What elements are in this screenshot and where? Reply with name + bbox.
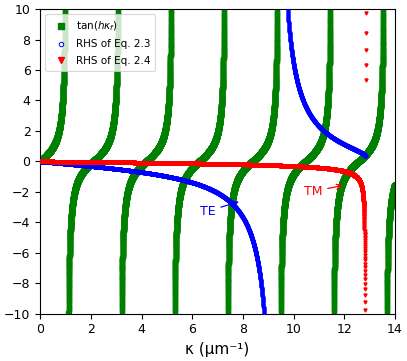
$\tan(h\kappa_f)$ [368, 146, 373, 150]
Line: $\tan(h\kappa_f)$: $\tan(h\kappa_f)$ [39, 8, 396, 315]
Line: RHS of Eq. 2.3: RHS of Eq. 2.3 [39, 8, 367, 315]
Legend: $\tan(h\kappa_f)$, RHS of Eq. 2.3, RHS of Eq. 2.4: $\tan(h\kappa_f)$, RHS of Eq. 2.3, RHS o… [46, 14, 155, 71]
RHS of Eq. 2.4 [357, 179, 361, 183]
Text: TE: TE [200, 201, 238, 218]
RHS of Eq. 2.3 [293, 74, 298, 78]
Text: TM: TM [304, 184, 341, 198]
X-axis label: κ (μm⁻¹): κ (μm⁻¹) [186, 342, 250, 357]
$\tan(h\kappa_f)$ [60, 96, 65, 100]
RHS of Eq. 2.3 [162, 174, 167, 178]
$\tan(h\kappa_f)$ [38, 159, 43, 164]
RHS of Eq. 2.4 [162, 161, 167, 165]
RHS of Eq. 2.4 [298, 164, 303, 169]
RHS of Eq. 2.4 [293, 164, 298, 168]
$\tan(h\kappa_f)$ [166, 97, 171, 101]
$\tan(h\kappa_f)$ [355, 160, 360, 165]
RHS of Eq. 2.3 [344, 143, 349, 147]
RHS of Eq. 2.3 [59, 161, 64, 166]
RHS of Eq. 2.4 [59, 160, 64, 164]
RHS of Eq. 2.3 [298, 92, 303, 96]
$\tan(h\kappa_f)$ [308, 155, 313, 159]
RHS of Eq. 2.4 [344, 170, 349, 174]
RHS of Eq. 2.3 [357, 149, 362, 154]
$\tan(h\kappa_f)$ [303, 160, 308, 164]
Line: RHS of Eq. 2.4: RHS of Eq. 2.4 [39, 11, 367, 311]
RHS of Eq. 2.3 [38, 159, 43, 164]
RHS of Eq. 2.4 [38, 159, 43, 164]
$\tan(h\kappa_f)$ [392, 182, 397, 187]
